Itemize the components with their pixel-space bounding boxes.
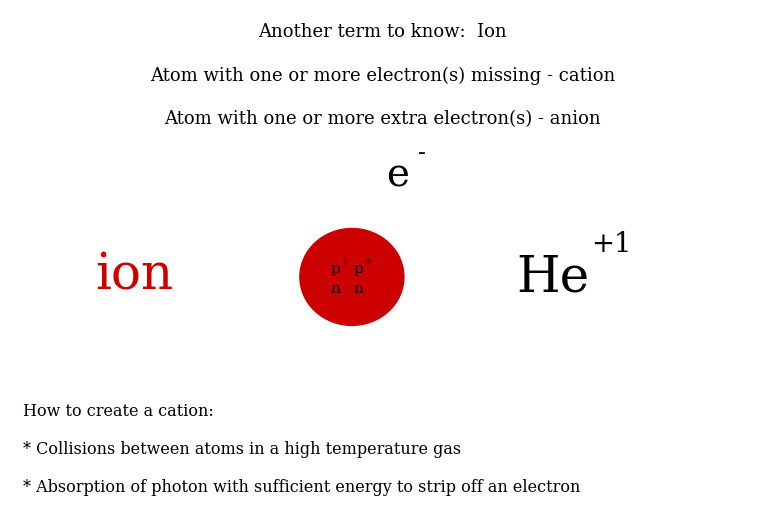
Text: Atom with one or more extra electron(s) - anion: Atom with one or more extra electron(s) … [164,109,601,127]
Text: ion: ion [95,250,173,299]
Text: Atom with one or more electron(s) missing - cation: Atom with one or more electron(s) missin… [150,66,615,84]
Text: * Collisions between atoms in a high temperature gas: * Collisions between atoms in a high tem… [23,440,461,457]
Text: +: + [341,257,349,266]
Text: e: e [386,157,409,194]
Text: +: + [364,257,372,266]
Text: p: p [330,261,340,275]
Text: Another term to know:  Ion: Another term to know: Ion [258,23,506,41]
Text: p: p [353,261,363,275]
Text: He: He [516,253,590,302]
Ellipse shape [300,229,404,326]
Text: * Absorption of photon with sufficient energy to strip off an electron: * Absorption of photon with sufficient e… [23,478,581,495]
Text: -: - [418,142,426,164]
Text: +1: +1 [591,231,632,258]
Text: n: n [353,281,363,296]
Text: How to create a cation:: How to create a cation: [23,402,213,419]
Text: n: n [330,281,340,296]
